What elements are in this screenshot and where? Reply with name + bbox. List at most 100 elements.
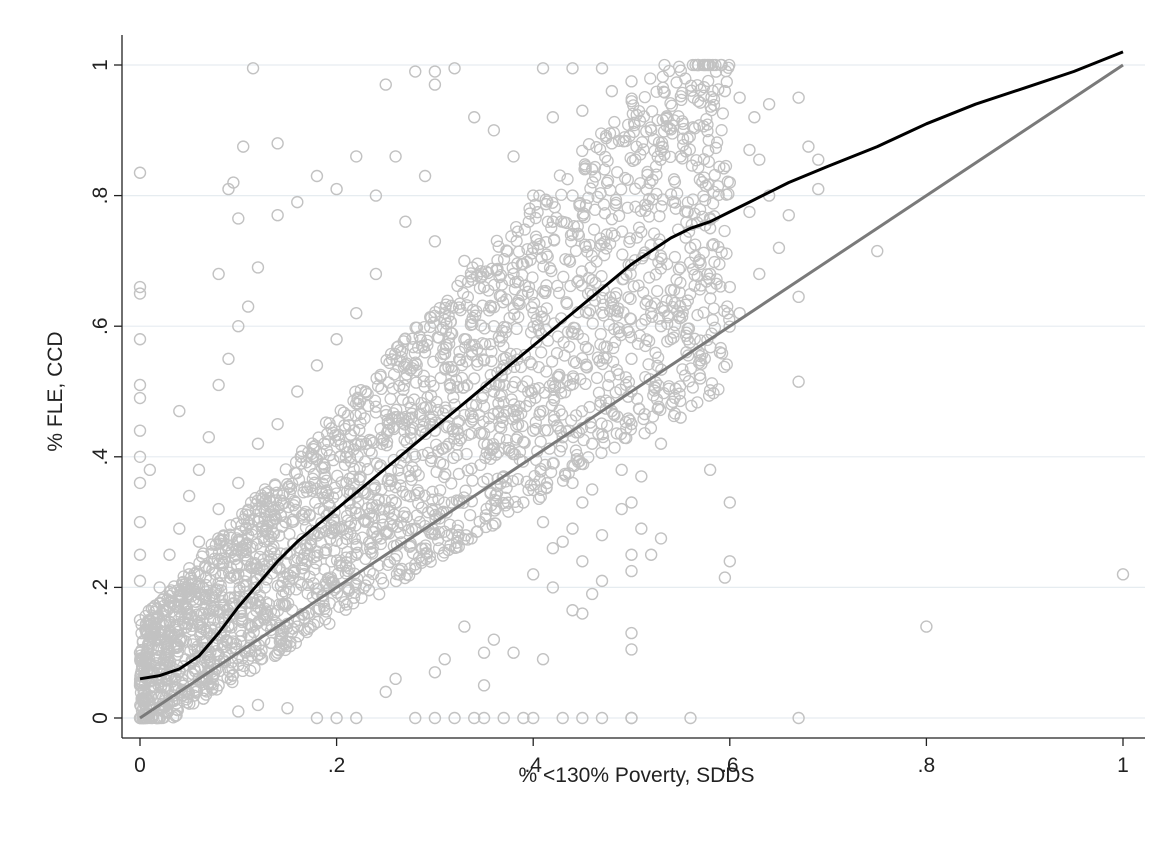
scatter-point [438, 496, 451, 509]
scatter-point [622, 412, 635, 425]
scatter-point [598, 235, 611, 249]
scatter-point [566, 522, 579, 535]
scatter-point [685, 84, 698, 97]
scatter-point [532, 360, 545, 374]
scatter-point [224, 519, 237, 532]
scatter-point [654, 262, 668, 275]
scatter-point [163, 595, 176, 609]
scatter-point [528, 382, 542, 396]
scatter-point [350, 150, 363, 163]
scatter-point [631, 337, 645, 350]
scatter-point [762, 97, 776, 111]
scatter-point [197, 692, 210, 705]
scatter-point [667, 409, 681, 423]
scatter-point [721, 175, 734, 188]
scatter-point [782, 208, 795, 222]
scatter-point [274, 494, 287, 507]
scatter-point [402, 524, 415, 537]
scatter-point [533, 189, 546, 202]
scatter-point [604, 291, 617, 304]
scatter-point [681, 294, 694, 307]
scatter-point [651, 402, 664, 415]
scatter-point [607, 341, 620, 355]
scatter-point [199, 571, 213, 584]
scatter-point [697, 246, 710, 259]
scatter-point [445, 477, 458, 490]
scatter-point [363, 507, 376, 520]
scatter-point [618, 131, 631, 144]
scatter-point [578, 211, 591, 224]
scatter-point [493, 420, 506, 433]
scatter-point [563, 255, 577, 268]
scatter-point [359, 552, 372, 565]
scatter-point [705, 90, 718, 104]
scatter-point [268, 478, 282, 491]
scatter-point [258, 581, 272, 594]
scatter-point [474, 271, 487, 284]
scatter-point [412, 469, 425, 482]
scatter-point [137, 701, 150, 715]
scatter-point [212, 606, 225, 619]
scatter-point [456, 381, 470, 394]
scatter-point [185, 574, 199, 588]
scatter-point [594, 327, 607, 341]
scatter-point [714, 280, 727, 293]
scatter-point [457, 496, 470, 509]
scatter-point [589, 276, 602, 289]
scatter-point [273, 529, 286, 542]
scatter-point [684, 287, 697, 301]
scatter-point [599, 394, 613, 407]
scatter-point [474, 458, 487, 471]
scatter-point [720, 358, 733, 371]
scatter-point [627, 280, 640, 293]
scatter-point [179, 577, 192, 591]
scatter-point [367, 525, 381, 539]
scatter-point [310, 711, 324, 725]
scatter-point [480, 502, 493, 516]
scatter-point [282, 583, 296, 596]
scatter-point [321, 572, 335, 585]
scatter-point [579, 305, 593, 319]
scatter-point [510, 404, 523, 417]
scatter-point [452, 467, 465, 481]
scatter-point [674, 276, 687, 289]
scatter-point [1116, 568, 1130, 581]
scatter-point [529, 416, 542, 429]
scatter-point [268, 608, 281, 621]
scatter-point [534, 435, 547, 448]
scatter-point [812, 153, 825, 166]
scatter-point [689, 58, 702, 72]
scatter-point [153, 581, 166, 594]
scatter-point [723, 555, 736, 568]
scatter-point [497, 711, 510, 725]
scatter-point [541, 250, 554, 263]
scatter-point [692, 256, 705, 269]
scatter-point [511, 418, 525, 431]
scatter-point [753, 267, 766, 281]
scatter-point [560, 297, 574, 310]
scatter-point [221, 671, 234, 684]
scatter-point [369, 400, 383, 413]
scatter-point [303, 539, 317, 552]
scatter-point [653, 312, 666, 325]
scatter-point [721, 307, 734, 320]
scatter-point [611, 166, 624, 179]
scatter-point [694, 257, 707, 271]
scatter-point [657, 386, 670, 400]
scatter-point [704, 341, 717, 354]
scatter-point [711, 180, 725, 193]
scatter-point [485, 262, 499, 275]
scatter-point [330, 487, 343, 500]
scatter-point [920, 620, 933, 633]
scatter-point [377, 503, 391, 516]
scatter-point [390, 549, 404, 562]
scatter-point [691, 396, 704, 409]
scatter-point [698, 193, 712, 207]
x-tick-label: .6 [721, 754, 739, 777]
scatter-point [424, 413, 438, 426]
scatter-point [239, 522, 252, 535]
scatter-point [409, 562, 422, 575]
scatter-point [715, 124, 728, 137]
scatter-point [493, 289, 506, 303]
scatter-point [418, 169, 432, 183]
